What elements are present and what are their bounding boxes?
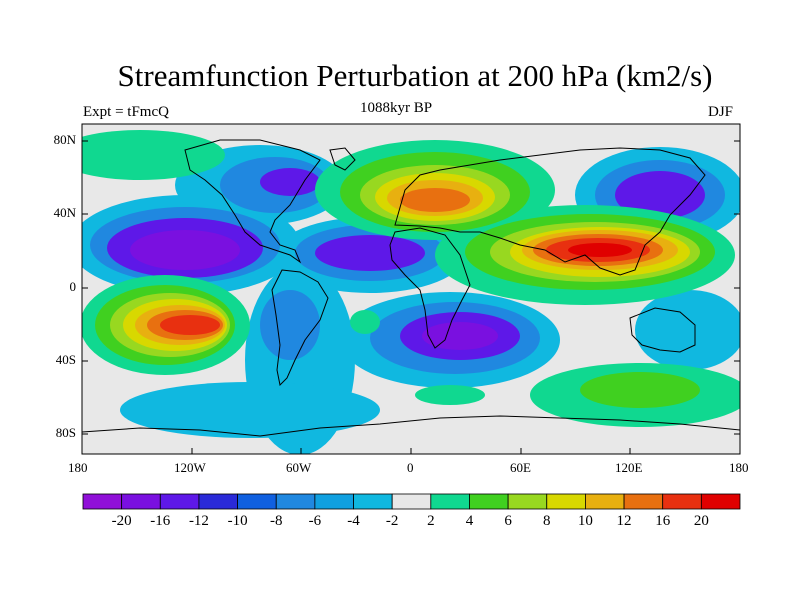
contour-neg-eastasia-core xyxy=(615,171,705,219)
contour-neg-samerica-mid xyxy=(260,290,320,360)
colorbar-swatch xyxy=(237,493,277,510)
coast-south-america xyxy=(271,269,329,387)
contour-pos-asia-core xyxy=(568,243,632,257)
y-tick-label: 80N xyxy=(53,132,76,147)
colorbar-swatch xyxy=(159,493,200,510)
colorbar-label: 4 xyxy=(465,513,474,529)
contour-pos-spacific-7 xyxy=(160,315,220,335)
y-tick-label: 40S xyxy=(55,352,76,367)
x-tick-label: 120W xyxy=(174,460,206,475)
x-tick-marks xyxy=(81,448,741,454)
colorbar-label: 20 xyxy=(693,513,709,529)
contour-pos-npacific-outer xyxy=(82,130,225,180)
coast-north-america xyxy=(184,139,321,264)
colorbar-swatch xyxy=(391,493,432,510)
colorbar-swatch xyxy=(198,493,238,510)
map-plot-area xyxy=(82,124,740,454)
y-tick-label: 40N xyxy=(53,205,76,220)
colorbar-label: 12 xyxy=(616,513,632,529)
colorbar-label: 8 xyxy=(543,513,551,529)
contour-neg-namerica-core xyxy=(260,168,320,196)
x-tick-label: 180 xyxy=(68,460,88,475)
contour-neg-australia xyxy=(635,290,740,370)
colorbar-swatch xyxy=(430,493,470,510)
colorbar xyxy=(82,493,741,510)
x-tick-label: 120E xyxy=(615,460,643,475)
y-tick-marks xyxy=(82,140,740,435)
streamfunction-field xyxy=(82,130,740,454)
x-tick-label: 0 xyxy=(407,460,414,475)
contour-pos-europe-6 xyxy=(400,188,470,212)
colorbar-swatch xyxy=(353,493,393,510)
colorbar-swatch xyxy=(82,493,123,510)
colorbar-swatch xyxy=(121,493,161,510)
colorbar-swatch xyxy=(662,493,702,510)
colorbar-swatch xyxy=(585,493,625,510)
colorbar-label: -6 xyxy=(308,513,322,529)
colorbar-label: -8 xyxy=(269,513,283,529)
colorbar-swatch xyxy=(623,493,664,510)
contour-pos-southindian-2 xyxy=(580,372,700,408)
colorbar-swatch xyxy=(546,493,586,510)
contour-neg-atlantic-core xyxy=(315,235,425,271)
x-tick-label: 60W xyxy=(286,460,312,475)
coast-australia xyxy=(629,307,696,353)
colorbar-label: 2 xyxy=(427,513,435,529)
colorbar-swatch xyxy=(469,493,509,510)
colorbar-label: -20 xyxy=(111,513,132,529)
contour-pos-small xyxy=(350,310,380,334)
coastlines xyxy=(82,139,740,437)
map-title: Streamfunction Perturbation at 200 hPa (… xyxy=(117,58,713,93)
colorbar-swatch xyxy=(275,493,316,510)
contour-pos-satlantic xyxy=(415,385,485,405)
coast-antarctica xyxy=(82,415,740,437)
y-tick-label: 80S xyxy=(55,425,76,440)
contour-neg-pacific-core xyxy=(130,230,240,270)
coast-greenland xyxy=(329,147,356,171)
coast-africa xyxy=(389,227,471,349)
colorbar-label: 10 xyxy=(577,513,593,529)
colorbar-label: -12 xyxy=(188,513,209,529)
season-label: DJF xyxy=(708,104,734,120)
contour-neg-southern-ocean xyxy=(120,382,380,438)
colorbar-swatch xyxy=(507,493,548,510)
colorbar-label: -4 xyxy=(347,513,360,529)
colorbar-label: -16 xyxy=(150,513,171,529)
colorbar-swatch xyxy=(700,493,741,510)
y-tick-label: 0 xyxy=(69,279,77,294)
coast-eurasia xyxy=(394,147,706,276)
colorbar-label: -2 xyxy=(385,513,399,529)
x-tick-label: 180 xyxy=(729,460,749,475)
experiment-label: Expt = tFmcQ xyxy=(83,104,169,120)
time-label: 1088kyr BP xyxy=(360,100,433,116)
colorbar-swatch xyxy=(314,493,354,510)
colorbar-label: -10 xyxy=(227,513,248,529)
colorbar-label: 16 xyxy=(655,513,671,529)
colorbar-label: 6 xyxy=(504,513,512,529)
x-tick-label: 60E xyxy=(510,460,531,475)
